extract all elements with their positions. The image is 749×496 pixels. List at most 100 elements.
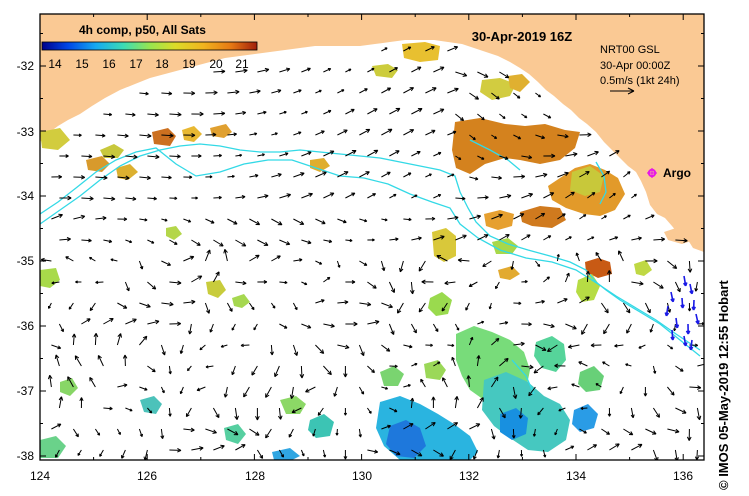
current-vector: [89, 376, 96, 388]
current-vector: [697, 363, 704, 367]
current-vector: [358, 344, 365, 357]
current-vectors: [40, 45, 704, 460]
current-vector: [257, 239, 269, 246]
current-vector: [609, 150, 620, 157]
bathymetry-contours: [40, 139, 701, 395]
current-vector: [554, 363, 566, 368]
current-vector: [403, 172, 412, 178]
current-vector: [535, 134, 546, 140]
colorbar-gradient: [41, 41, 258, 51]
current-vector: [147, 281, 157, 290]
current-vector: [301, 281, 308, 286]
current-vector: [315, 171, 327, 178]
current-vector: [469, 214, 482, 220]
current-vector: [499, 113, 506, 119]
lon-label: 132: [459, 469, 479, 483]
current-vector: [183, 218, 192, 223]
current-vector: [532, 428, 537, 437]
info-box: NRT00 GSL 30-Apr 00:00Z 0.5m/s (1kt 24h): [600, 44, 679, 95]
current-vector: [490, 428, 496, 440]
current-vector: [411, 449, 423, 457]
argo-label: Argo: [663, 166, 691, 180]
map-title: 30-Apr-2019 16Z: [472, 29, 572, 44]
current-vector: [389, 407, 398, 413]
current-vector: [315, 260, 323, 265]
current-vector: [543, 153, 556, 159]
current-vector: [288, 428, 294, 438]
current-vector: [381, 171, 391, 178]
current-vector: [54, 354, 60, 367]
current-vector: [513, 301, 522, 305]
current-vector: [169, 447, 182, 453]
current-vector: [367, 108, 378, 115]
current-vector: [468, 336, 474, 346]
current-vector: [359, 301, 372, 307]
current-vector: [147, 319, 160, 325]
scale-arrow-icon: [610, 87, 635, 95]
current-vector: [543, 192, 555, 199]
lat-label: -34: [17, 189, 35, 203]
current-vector: [183, 175, 193, 179]
current-vector: [389, 449, 401, 456]
current-vector: [271, 173, 282, 178]
current-vector: [644, 302, 651, 314]
current-vector: [499, 234, 510, 241]
current-vector: [301, 323, 312, 329]
current-vector: [51, 281, 60, 285]
current-vector: [433, 449, 444, 457]
current-vector: [67, 376, 74, 388]
current-vector: [255, 408, 260, 421]
current-vector: [473, 449, 478, 460]
current-vector: [161, 260, 171, 266]
argo-vector: [670, 291, 675, 303]
current-vector: [337, 218, 347, 224]
current-vector: [579, 214, 587, 220]
current-vector: [389, 150, 400, 157]
current-vector: [359, 88, 368, 94]
current-vector: [138, 260, 144, 270]
current-vector: [359, 218, 368, 223]
current-vector: [496, 449, 501, 459]
current-vector: [477, 320, 485, 325]
current-vector: [358, 386, 365, 395]
current-vector: [455, 234, 467, 241]
current-vector: [336, 260, 341, 268]
current-vector: [271, 132, 278, 136]
current-vector: [249, 89, 261, 94]
current-vector: [491, 175, 502, 180]
current-vector: [399, 260, 404, 273]
current-vector: [381, 87, 392, 94]
colorbar-tick: 18: [155, 57, 169, 71]
current-vector: [301, 110, 308, 115]
current-vector: [183, 255, 195, 262]
current-vector: [293, 131, 302, 136]
current-vector: [622, 302, 631, 314]
current-vector: [498, 407, 506, 419]
lon-label: 128: [245, 469, 265, 483]
current-vector: [59, 237, 71, 242]
lon-label: 124: [30, 469, 50, 483]
current-vector: [265, 386, 272, 398]
current-vector: [653, 281, 664, 289]
current-vector: [411, 108, 423, 115]
current-vector: [185, 407, 192, 418]
current-vector: [97, 355, 104, 367]
lon-label: 130: [352, 469, 372, 483]
current-vector: [51, 213, 63, 220]
current-vector: [293, 258, 303, 262]
current-vector: [191, 275, 203, 283]
current-vector: [205, 428, 217, 434]
current-vector: [292, 302, 298, 311]
current-vector: [513, 134, 522, 140]
current-vector: [73, 214, 86, 220]
current-vector: [537, 407, 544, 416]
current-vector: [433, 151, 442, 157]
current-vector: [513, 92, 521, 99]
current-vector: [575, 252, 580, 262]
current-vector: [323, 276, 331, 283]
current-vector: [455, 71, 468, 77]
current-vector: [625, 363, 632, 367]
current-vector: [213, 153, 222, 158]
current-vector: [315, 89, 322, 94]
current-vector: [74, 355, 82, 367]
